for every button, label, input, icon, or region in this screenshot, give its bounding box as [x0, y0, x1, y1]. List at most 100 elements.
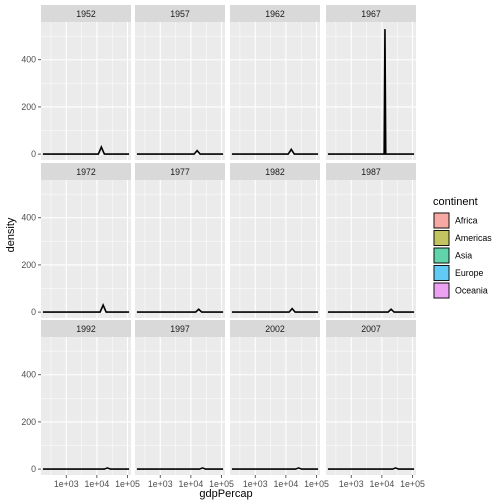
panel-background	[41, 337, 131, 475]
density-curve	[231, 467, 319, 470]
x-tick-label: 1e+04	[85, 479, 110, 489]
facet-strip-label: 1997	[170, 324, 190, 334]
facet-strip	[326, 163, 416, 180]
facet-strip	[230, 5, 320, 22]
facet-panel: 1997	[135, 320, 225, 475]
facet-strip-label: 2002	[265, 324, 285, 334]
density-curve	[42, 467, 130, 470]
facet-strip	[135, 320, 225, 337]
facet-panel: 2002	[230, 320, 320, 475]
density-curve	[42, 302, 130, 313]
panel-background	[41, 22, 131, 160]
facet-strip	[230, 163, 320, 180]
panel-background	[135, 337, 225, 475]
y-tick-label: 400	[21, 55, 36, 65]
facet-panel: 1967	[326, 5, 416, 160]
x-tick-label: 1e+04	[274, 479, 299, 489]
facet-panel: 1962	[230, 5, 320, 160]
density-curve	[327, 308, 415, 313]
facet-strip	[135, 5, 225, 22]
facet-strip-label: 2007	[361, 324, 381, 334]
facet-panel: 2007	[326, 320, 416, 475]
panel-background	[326, 180, 416, 318]
y-axis-title: density	[5, 217, 17, 252]
facet-strip-label: 1957	[170, 9, 190, 19]
facet-panel: 1987	[326, 163, 416, 318]
x-tick-label: 1e+05	[209, 479, 234, 489]
y-tick-label: 400	[21, 213, 36, 223]
x-tick-label: 1e+03	[54, 479, 79, 489]
legend-label: Europe	[455, 268, 483, 278]
x-axis-title: gdpPercap	[199, 488, 252, 500]
facet-strip	[326, 320, 416, 337]
legend-item: Africa	[433, 212, 478, 229]
x-tick-label: 1e+03	[339, 479, 364, 489]
facet-panel: 1957	[135, 5, 225, 160]
density-curve	[327, 29, 415, 155]
panel-background	[135, 22, 225, 160]
panel-background	[135, 180, 225, 318]
density-curve	[231, 307, 319, 313]
facet-panel: 1952	[41, 5, 131, 160]
density-curve	[136, 308, 224, 313]
legend-title: continent	[433, 196, 478, 208]
y-tick-label: 200	[21, 260, 36, 270]
facet-strip	[41, 320, 131, 337]
x-tick-label: 1e+05	[400, 479, 425, 489]
facet-strip-label: 1992	[76, 324, 96, 334]
x-tick-label: 1e+04	[370, 479, 395, 489]
panel-background	[230, 22, 320, 160]
legend-label: Americas	[455, 233, 492, 243]
panel-background	[230, 337, 320, 475]
facet-strip	[41, 5, 131, 22]
facet-strip-label: 1972	[76, 167, 96, 177]
panel-background	[326, 337, 416, 475]
facet-strip	[135, 163, 225, 180]
density-curve	[136, 149, 224, 155]
density-curve	[136, 467, 224, 470]
facet-strip-label: 1982	[265, 167, 285, 177]
density-curve	[327, 467, 415, 470]
facet-strip-label: 1952	[76, 9, 96, 19]
legend-item: Europe	[433, 264, 483, 282]
legend-swatch	[433, 230, 450, 246]
facet-panel: 1977	[135, 163, 225, 318]
legend: continent Africa Americas Asia Europe Oceani…	[433, 196, 492, 299]
x-tick-label: 1e+05	[115, 479, 140, 489]
legend-item: Oceania	[433, 282, 488, 299]
y-tick-label: 0	[31, 464, 36, 474]
facet-strip-label: 1962	[265, 9, 285, 19]
legend-label: Oceania	[455, 286, 488, 296]
x-tick-label: 1e+04	[179, 479, 204, 489]
y-axis: 0 200 400 0 200 400 0 200 400	[21, 55, 41, 474]
legend-item: Americas	[433, 229, 492, 247]
legend-swatch	[433, 265, 450, 281]
legend-item: Asia	[433, 247, 472, 264]
facet-panels: 1952 1957 1962 1967 1972 1977 1982 1987 1992 1997…	[41, 5, 416, 475]
x-tick-label: 1e+05	[304, 479, 329, 489]
facet-strip	[41, 163, 131, 180]
panel-background	[326, 22, 416, 160]
facet-strip-label: 1967	[361, 9, 381, 19]
facet-strip	[326, 5, 416, 22]
density-curve	[231, 147, 319, 155]
legend-label: Africa	[455, 216, 478, 226]
facet-strip	[230, 320, 320, 337]
y-tick-label: 200	[21, 102, 36, 112]
legend-swatch	[433, 212, 450, 229]
density-curve	[42, 144, 130, 155]
legend-label: Asia	[455, 251, 472, 261]
y-tick-label: 0	[31, 307, 36, 317]
y-tick-label: 200	[21, 417, 36, 427]
x-axis: 1e+03 1e+04 1e+05 1e+03 1e+04 1e+05 1e+03 1e+04…	[54, 475, 425, 489]
x-tick-label: 1e+03	[243, 479, 268, 489]
facet-panel: 1992	[41, 320, 131, 475]
y-tick-label: 400	[21, 370, 36, 380]
facet-panel: 1982	[230, 163, 320, 318]
facet-strip-label: 1977	[170, 167, 190, 177]
legend-swatch	[433, 282, 450, 299]
y-tick-label: 0	[31, 149, 36, 159]
panel-background	[41, 180, 131, 318]
x-tick-label: 1e+03	[148, 479, 173, 489]
